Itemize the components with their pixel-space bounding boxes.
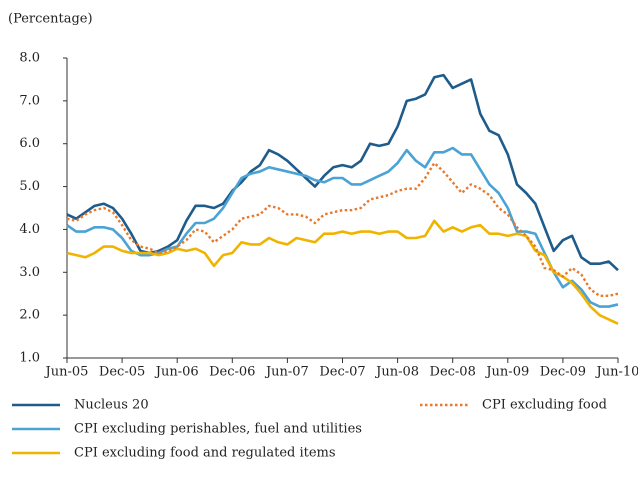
series-line bbox=[66, 146, 619, 308]
legend-label: Nucleus 20 bbox=[74, 398, 149, 413]
y-tick-label: 8.0 bbox=[19, 51, 40, 66]
y-tick-label: 7.0 bbox=[19, 93, 40, 108]
x-tick-label: Jun-08 bbox=[374, 365, 419, 380]
series-line bbox=[66, 161, 619, 298]
series-line bbox=[66, 219, 619, 325]
series-line bbox=[66, 73, 619, 272]
y-tick-label: 3.0 bbox=[19, 265, 40, 280]
x-tick-label: Dec-06 bbox=[209, 365, 255, 380]
x-tick-label: Dec-08 bbox=[430, 365, 476, 380]
y-tick-label: 4.0 bbox=[19, 222, 40, 237]
y-tick-label: 5.0 bbox=[19, 179, 40, 194]
y-tick-label: 6.0 bbox=[19, 136, 40, 151]
legend-label: CPI excluding food and regulated items bbox=[74, 446, 336, 461]
x-tick-label: Dec-05 bbox=[99, 365, 145, 380]
x-tick-label: Dec-09 bbox=[540, 365, 586, 380]
y-axis-label: (Percentage) bbox=[8, 12, 93, 27]
x-tick-label: Jun-09 bbox=[484, 365, 529, 380]
y-tick-label: 2.0 bbox=[19, 308, 40, 323]
x-tick-label: Jun-05 bbox=[44, 365, 89, 380]
x-tick-label: Jun-06 bbox=[154, 365, 199, 380]
x-tick-label: Dec-07 bbox=[319, 365, 365, 380]
legend-label: CPI excluding perishables, fuel and util… bbox=[74, 422, 362, 437]
x-tick-label: Jun-10 bbox=[595, 365, 638, 380]
legend-label: CPI excluding food bbox=[482, 398, 607, 413]
x-tick-label: Jun-07 bbox=[264, 365, 309, 380]
y-tick-label: 1.0 bbox=[19, 351, 40, 366]
